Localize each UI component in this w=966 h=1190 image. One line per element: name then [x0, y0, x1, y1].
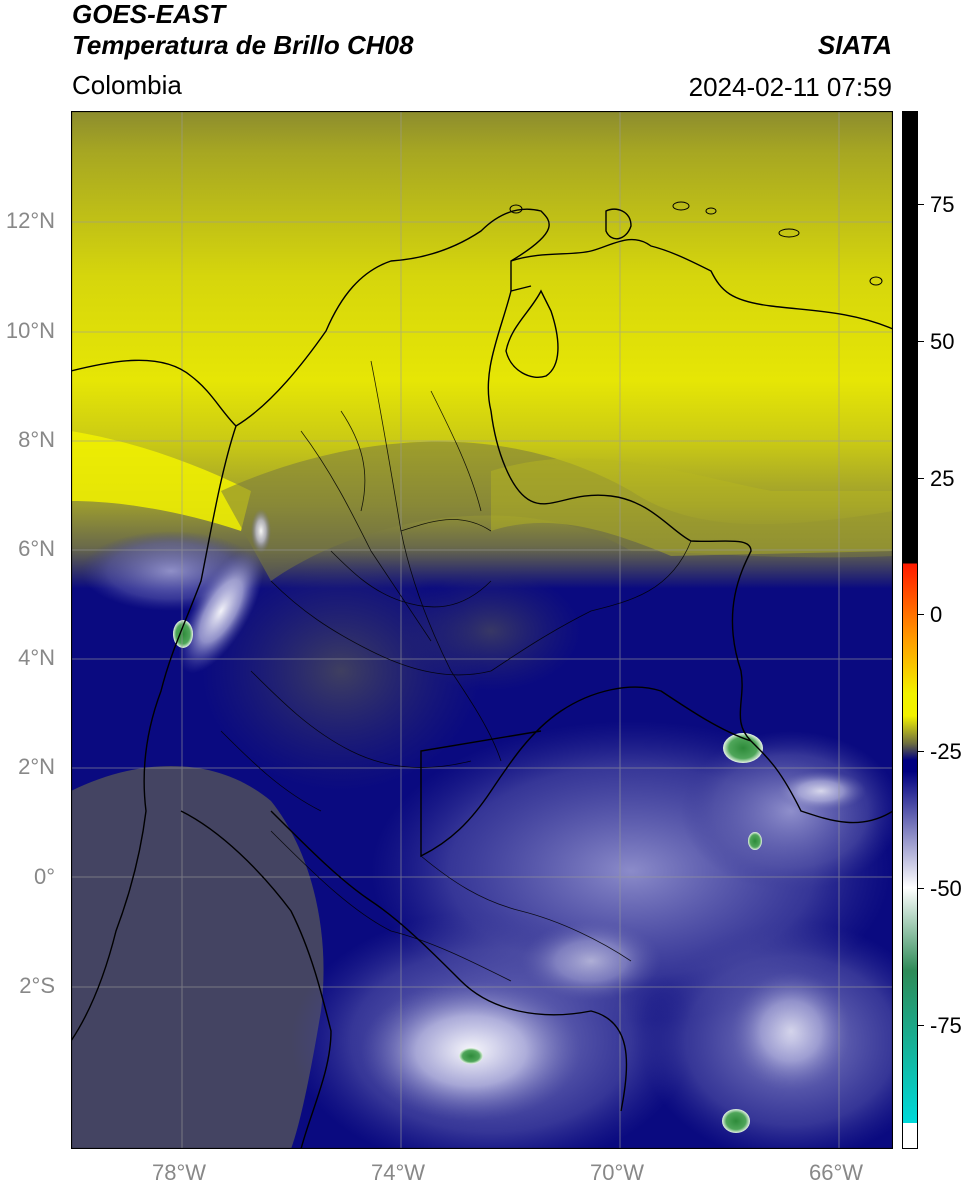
colorbar-label-m25: -25	[930, 739, 962, 764]
colorbar-tick-25	[917, 478, 924, 479]
colorbar	[902, 111, 918, 1149]
lon-tick-66w: 66°W	[809, 1160, 864, 1185]
cold-cloud-mid	[521, 921, 661, 1001]
satellite-title: GOES-EAST	[72, 0, 226, 29]
product-title: Temperatura de Brillo CH08	[72, 30, 414, 60]
colorbar-tick-0	[917, 614, 924, 615]
colorbar-label-m50: -50	[930, 876, 962, 901]
caribbean-islands	[509, 201, 883, 286]
cloud-field-east	[681, 731, 893, 891]
lat-tick-4n: 4°N	[18, 645, 55, 670]
lat-tick-2s: 2°S	[19, 973, 55, 998]
region-label: Colombia	[72, 70, 182, 100]
colorbar-label-0: 0	[930, 602, 943, 627]
map-frame	[71, 111, 893, 1149]
cold-cloud-southeast	[731, 971, 851, 1091]
graticule	[71, 111, 893, 1149]
lon-tick-78w: 78°W	[152, 1160, 207, 1185]
colorbar-tick-m50	[917, 888, 924, 889]
country-borders	[71, 208, 893, 1149]
cold-cloud-north	[251, 509, 271, 553]
map-panel[interactable]	[71, 111, 893, 1149]
cold-cloud-east	[776, 771, 866, 811]
lat-tick-8n: 8°N	[18, 427, 55, 452]
internal-borders	[220, 360, 692, 982]
yellow-east	[491, 458, 893, 556]
lon-tick-70w: 70°W	[590, 1160, 645, 1185]
colorbar-label-m75: -75	[930, 1013, 962, 1038]
lat-tick-2n: 2°N	[18, 754, 55, 779]
lon-tick-74w: 74°W	[371, 1160, 426, 1185]
lat-tick-6n: 6°N	[18, 536, 55, 561]
brand-label: SIATA	[817, 30, 892, 60]
lat-tick-0: 0°	[33, 864, 55, 889]
colorbar-label-50: 50	[930, 329, 955, 354]
colorbar-tick-m75	[917, 1025, 924, 1026]
yellow-band	[71, 431, 251, 531]
lat-tick-12n: 12°N	[5, 208, 55, 233]
convective-core-east	[723, 733, 763, 763]
lat-tick-10n: 10°N	[5, 318, 55, 343]
convective-core-amazon	[459, 1048, 483, 1064]
colorbar-label-25: 25	[930, 466, 955, 491]
cold-cloud-pacific	[178, 548, 264, 674]
convective-core-pacific	[173, 620, 193, 648]
timestamp-label: 2024-02-11 07:59	[688, 72, 892, 102]
brightness-temperature-map	[71, 111, 893, 1149]
colorbar-tick-m25	[917, 751, 924, 752]
convective-core-east-2	[748, 832, 762, 850]
colorbar-label-75: 75	[930, 192, 955, 217]
colorbar-tick-75	[917, 204, 924, 205]
west-olive-region	[71, 766, 324, 1149]
colorbar-tick-50	[917, 341, 924, 342]
convective-core-southeast	[722, 1109, 750, 1133]
transition-band	[221, 441, 893, 581]
